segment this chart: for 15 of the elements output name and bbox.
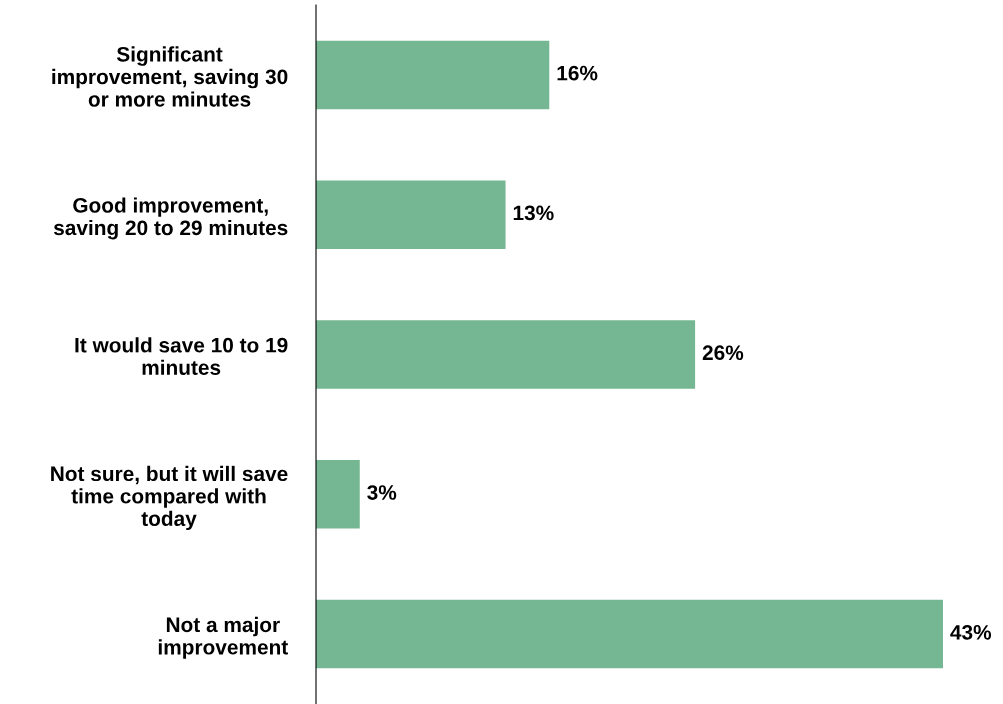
y-tick-label: Not a major improvement [158,616,288,659]
bar [316,180,506,249]
data-label: 13% [513,205,554,221]
bar [316,320,696,389]
y-tick-label: It would save 10 to 19 minutes [75,337,288,375]
y-tick-label: Good improvement, saving 20 to 29 minutes [53,197,288,240]
bar [316,40,550,110]
bar [316,599,943,669]
y-tick-label: Not sure, but it will save time compared with today [51,465,288,531]
data-label: 43% [950,624,992,640]
y-tick-label: Significant improvement, saving 30 or more minutes [52,46,288,107]
bar [316,460,360,529]
data-label: 3% [367,485,397,500]
data-label: 16% [557,65,598,81]
data-label: 26% [702,345,744,361]
